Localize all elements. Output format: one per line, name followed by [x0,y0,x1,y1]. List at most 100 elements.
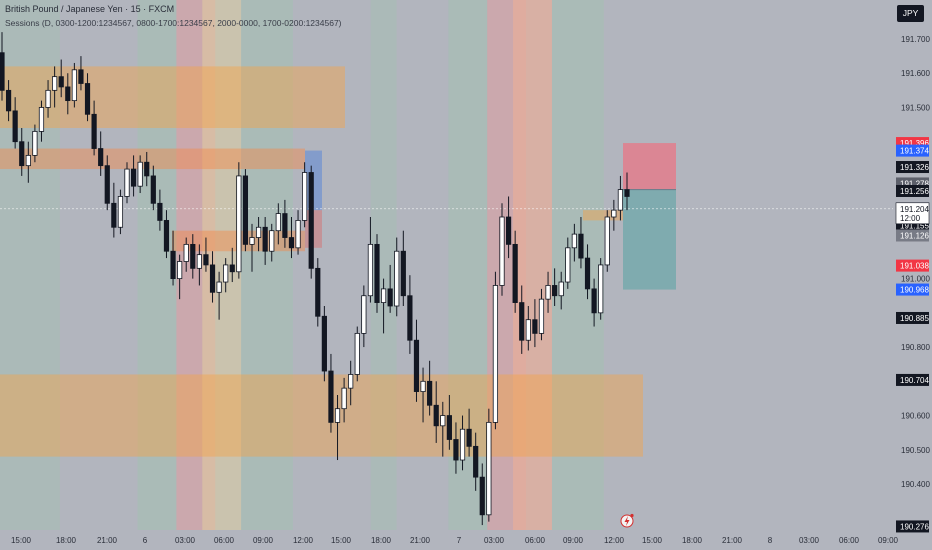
price-label-text: 191.126 [900,231,929,240]
candle-body [196,254,202,269]
candle-body [617,189,624,211]
price-tick-label: 191.500 [901,103,930,112]
candle-body [223,264,229,283]
candle-body [78,69,84,84]
session-band [513,0,552,530]
candle-body [499,216,505,286]
position-tool [623,143,676,290]
candle-body [446,415,452,440]
zone-small-zone-right [583,210,623,221]
price-label-text: 191.278 [900,179,929,188]
candle-body [413,339,420,392]
candle-body [19,141,25,167]
candle-body [315,267,321,317]
candle-body [302,172,308,221]
candle-body [558,281,564,297]
candle-body [308,172,314,269]
candle-body [183,243,189,262]
candle-body [249,237,255,245]
price-label-text: 191.396 [900,139,929,148]
time-tick-label: 03:00 [799,536,820,545]
price-tick-label: 190.400 [901,480,930,489]
price-label-badge [896,520,929,533]
candle-body [532,319,538,334]
price-label-text: 191.155 [900,222,929,231]
candle-body [394,250,400,307]
time-tick-label: 06:00 [525,536,546,545]
candle-body [288,237,295,249]
alert-icon[interactable] [620,513,634,528]
time-tick-label: 18:00 [56,536,77,545]
candle-body [512,243,518,303]
candle-body [459,428,466,461]
session-band [0,0,60,530]
candle-body [400,250,406,297]
candle-body [52,76,58,91]
time-tick-label: 09:00 [563,536,584,545]
candle-body [65,86,71,102]
take-profit-zone [623,189,676,290]
candle-body [229,264,235,273]
time-tick-label: 21:00 [97,536,118,545]
candle-body [466,428,472,447]
currency-button[interactable]: JPY [897,5,924,22]
price-label-text: 190.968 [900,286,929,295]
candle-body [32,131,38,156]
price-label-badge [896,184,929,197]
candle-body [328,370,334,423]
time-tick-label: 12:00 [604,536,625,545]
candle-body [505,216,512,245]
session-band [137,0,177,530]
candle-body [473,445,479,478]
time-tick-label: 15:00 [11,536,32,545]
candle-body [150,175,156,204]
candle-body [71,69,77,102]
candle-body [295,220,301,249]
price-label-badge [896,229,929,242]
time-axis: 15:00 18:00 21:00 6 03:00 06:00 09:00 12:00 15:0… [0,530,899,550]
candle-body [124,168,130,197]
candle-body [98,148,104,167]
session-band [241,0,293,530]
price-label-text: 190.704 [900,376,929,385]
time-tick-label: 09:00 [253,536,274,545]
candle-body [321,315,327,372]
price-label-text: 190.276 [900,522,929,531]
price-axis-bg [893,0,932,550]
candle-body [0,52,5,91]
candle-body [91,113,97,149]
candle-body [144,161,150,177]
candle-body [440,415,446,427]
candle-body [407,295,413,341]
candle-body [611,209,617,218]
candle-body [190,243,196,269]
sessions-indicator-label[interactable]: Sessions (D, 0300-1200:1234567, 0800-170… [5,18,342,28]
candle-body [519,302,525,341]
time-tick-label: 15:00 [331,536,352,545]
candle-body [380,288,387,303]
candle-body [170,250,176,280]
time-tick-label: 06:00 [214,536,235,545]
candle-body [486,421,492,516]
price-tick-label: 191.000 [901,275,930,284]
candle-body [492,285,499,423]
candle-body [117,196,124,228]
candle-body [236,175,242,273]
time-tick-label: 6 [143,536,148,545]
candle-body [137,161,143,187]
candle-body [565,247,571,283]
candle-body [25,154,31,167]
countdown-text: 12:00 [900,214,921,223]
candle-body [203,254,209,266]
session-band [487,0,527,530]
time-tick-label: 03:00 [175,536,196,545]
candle-body [367,243,374,297]
chart-title: British Pound / Japanese Yen · 15 · FXCM [5,4,175,14]
zone-supply-upper [0,66,345,128]
candle-body [598,264,604,314]
time-tick-label: 21:00 [722,536,743,545]
price-label-badge [896,283,929,296]
candle-body [38,107,45,132]
session-band [551,0,604,530]
